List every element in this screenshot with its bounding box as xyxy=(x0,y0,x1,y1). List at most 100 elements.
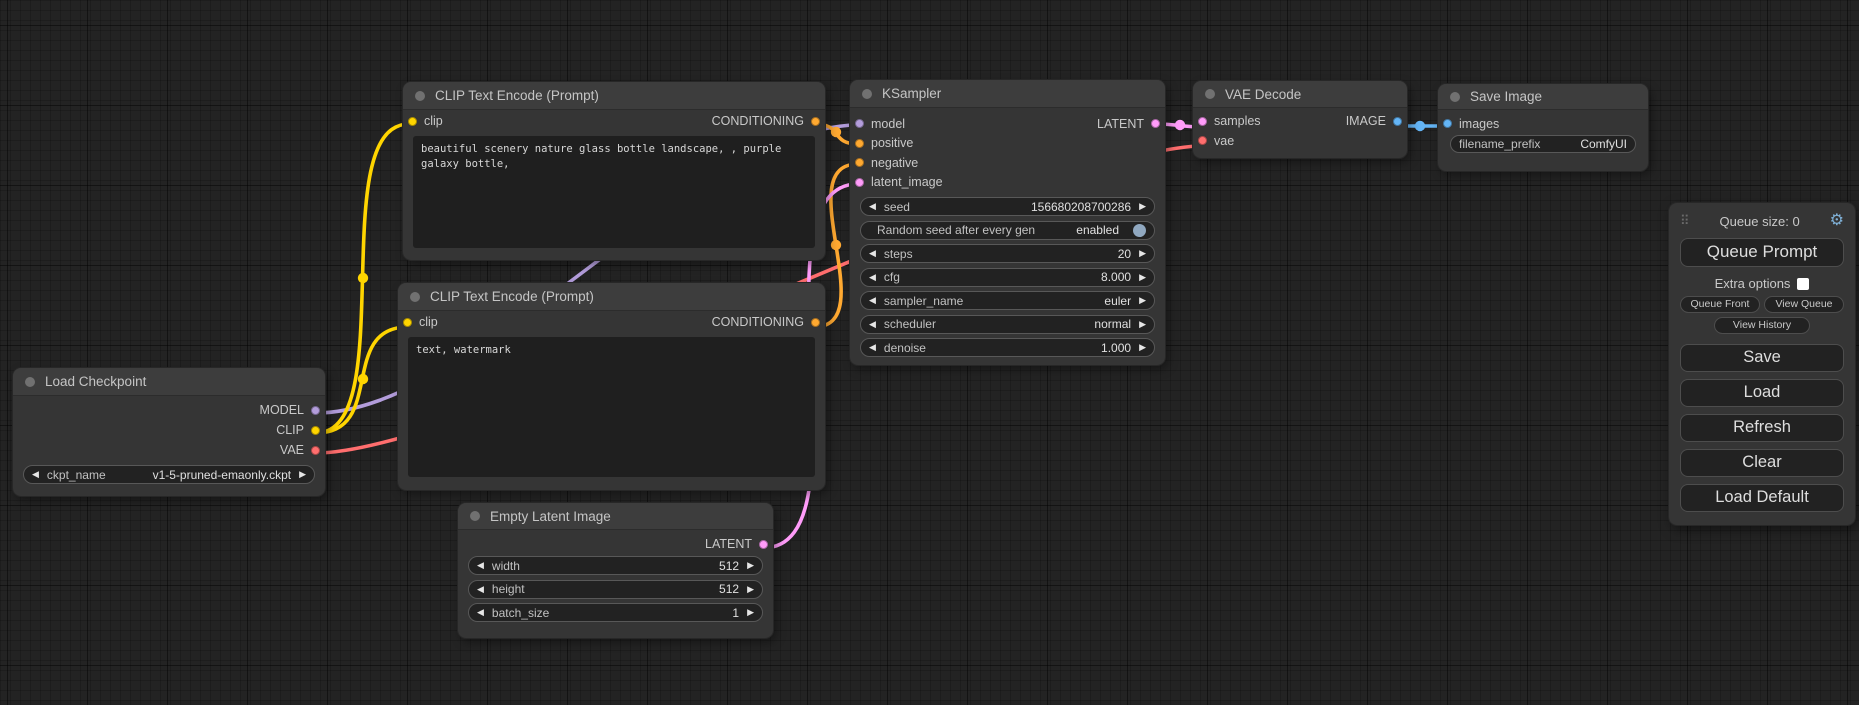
increment-arrow-icon[interactable]: ▶ xyxy=(1139,201,1146,211)
collapse-dot-icon[interactable] xyxy=(410,291,420,302)
latent-port-dot[interactable] xyxy=(759,539,768,549)
increment-arrow-icon[interactable]: ▶ xyxy=(1139,342,1146,352)
node-header[interactable]: CLIP Text Encode (Prompt) xyxy=(398,283,825,311)
collapse-dot-icon[interactable] xyxy=(25,376,35,387)
increment-arrow-icon[interactable]: ▶ xyxy=(747,607,754,617)
sampler-name-widget[interactable]: ◀ sampler_name euler ▶ xyxy=(860,291,1155,310)
port-positive-input[interactable]: positive xyxy=(855,136,913,150)
node-header[interactable]: Load Checkpoint xyxy=(13,368,325,396)
collapse-dot-icon[interactable] xyxy=(1450,91,1460,102)
drag-handle-icon[interactable]: ⠿ xyxy=(1680,213,1690,228)
port-vae-output[interactable]: VAE xyxy=(280,443,320,457)
model-port-dot[interactable] xyxy=(855,119,864,129)
collapse-dot-icon[interactable] xyxy=(415,90,425,101)
collapse-dot-icon[interactable] xyxy=(470,511,480,521)
clip-to-positive-link-midpoint-dot[interactable] xyxy=(357,272,369,284)
decrement-arrow-icon[interactable]: ◀ xyxy=(869,248,876,258)
vae-port-dot[interactable] xyxy=(311,445,320,455)
clip-to-negative-link-midpoint-dot[interactable] xyxy=(357,373,369,385)
increment-arrow-icon[interactable]: ▶ xyxy=(1139,248,1146,258)
increment-arrow-icon[interactable]: ▶ xyxy=(747,560,754,570)
port-latent-image-input[interactable]: latent_image xyxy=(855,175,943,189)
port-image-output[interactable]: IMAGE xyxy=(1346,114,1402,128)
increment-arrow-icon[interactable]: ▶ xyxy=(1139,318,1146,329)
increment-arrow-icon[interactable]: ▶ xyxy=(1139,271,1146,282)
node-ksampler[interactable]: KSampler model LATENT positive negative xyxy=(850,80,1165,365)
seed-widget[interactable]: ◀ seed 156680208700286 ▶ xyxy=(860,197,1155,216)
node-header[interactable]: KSampler xyxy=(850,80,1165,108)
conditioning-port-dot[interactable] xyxy=(855,138,864,148)
decrement-arrow-icon[interactable]: ◀ xyxy=(477,583,484,594)
clear-button[interactable]: Clear xyxy=(1680,449,1844,477)
collapse-dot-icon[interactable] xyxy=(862,88,872,99)
steps-widget[interactable]: ◀ steps 20 ▶ xyxy=(860,244,1155,263)
node-save-image[interactable]: Save Image images filename_prefix ComfyU… xyxy=(1438,84,1648,171)
increment-arrow-icon[interactable]: ▶ xyxy=(747,583,754,594)
increment-arrow-icon[interactable]: ▶ xyxy=(1139,295,1146,305)
decrement-arrow-icon[interactable]: ◀ xyxy=(869,271,876,282)
port-clip-input[interactable]: clip xyxy=(403,315,438,329)
load-default-button[interactable]: Load Default xyxy=(1680,484,1844,512)
port-clip-input[interactable]: clip xyxy=(408,114,443,128)
height-widget[interactable]: ◀ height 512 ▶ xyxy=(468,579,763,599)
batch-size-widget[interactable]: ◀ batch_size 1 ▶ xyxy=(468,603,763,622)
node-header[interactable]: CLIP Text Encode (Prompt) xyxy=(403,82,825,110)
decrement-arrow-icon[interactable]: ◀ xyxy=(869,318,876,329)
decrement-arrow-icon[interactable]: ◀ xyxy=(869,342,876,352)
toggle-circle-icon[interactable] xyxy=(1133,223,1146,237)
decrement-arrow-icon[interactable]: ◀ xyxy=(32,469,39,479)
node-clip-text-encode-positive[interactable]: CLIP Text Encode (Prompt) clip CONDITION… xyxy=(403,82,825,260)
queue-prompt-button[interactable]: Queue Prompt xyxy=(1680,238,1844,267)
decrement-arrow-icon[interactable]: ◀ xyxy=(477,560,484,570)
port-model-output[interactable]: MODEL xyxy=(260,403,320,417)
denoise-widget[interactable]: ◀ denoise 1.000 ▶ xyxy=(860,338,1155,357)
image-link-midpoint-dot[interactable] xyxy=(1414,120,1426,132)
node-clip-text-encode-negative[interactable]: CLIP Text Encode (Prompt) clip CONDITION… xyxy=(398,283,825,490)
width-widget[interactable]: ◀ width 512 ▶ xyxy=(468,556,763,575)
decrement-arrow-icon[interactable]: ◀ xyxy=(869,295,876,305)
node-empty-latent-image[interactable]: Empty Latent Image LATENT ◀ width 512 ▶ … xyxy=(458,503,773,638)
node-load-checkpoint[interactable]: Load Checkpoint MODEL CLIP VAE ◀ ckpt_na… xyxy=(13,368,325,496)
view-history-button[interactable]: View History xyxy=(1714,317,1810,334)
port-model-input[interactable]: model xyxy=(855,117,905,131)
node-header[interactable]: Save Image xyxy=(1438,84,1648,110)
decrement-arrow-icon[interactable]: ◀ xyxy=(477,607,484,617)
conditioning-port-dot[interactable] xyxy=(811,116,820,126)
node-header[interactable]: Empty Latent Image xyxy=(458,503,773,530)
clip-port-dot[interactable] xyxy=(408,116,417,126)
view-queue-button[interactable]: View Queue xyxy=(1764,296,1844,313)
positive-cond-link-midpoint-dot[interactable] xyxy=(830,126,842,138)
extra-options-checkbox[interactable] xyxy=(1797,277,1810,290)
random-seed-toggle-widget[interactable]: Random seed after every gen enabled xyxy=(860,220,1155,240)
node-header[interactable]: VAE Decode xyxy=(1193,81,1407,108)
port-samples-input[interactable]: samples xyxy=(1198,114,1261,128)
port-clip-output[interactable]: CLIP xyxy=(276,423,320,437)
filename-prefix-widget[interactable]: filename_prefix ComfyUI xyxy=(1450,135,1636,153)
latent-port-dot[interactable] xyxy=(855,177,864,187)
negative-cond-link-midpoint-dot[interactable] xyxy=(830,239,842,251)
negative-prompt-textarea[interactable]: text, watermark xyxy=(408,337,815,477)
vae-port-dot[interactable] xyxy=(1198,136,1207,145)
save-button[interactable]: Save xyxy=(1680,344,1844,372)
gear-icon[interactable]: ⚙ xyxy=(1829,212,1844,229)
conditioning-port-dot[interactable] xyxy=(811,317,820,327)
port-conditioning-output[interactable]: CONDITIONING xyxy=(712,114,820,128)
port-images-input[interactable]: images xyxy=(1443,117,1499,131)
decrement-arrow-icon[interactable]: ◀ xyxy=(869,201,876,211)
increment-arrow-icon[interactable]: ▶ xyxy=(299,469,306,479)
refresh-button[interactable]: Refresh xyxy=(1680,414,1844,442)
port-conditioning-output[interactable]: CONDITIONING xyxy=(712,315,820,329)
queue-front-button[interactable]: Queue Front xyxy=(1680,296,1760,313)
image-port-dot[interactable] xyxy=(1393,116,1402,126)
cfg-widget[interactable]: ◀ cfg 8.000 ▶ xyxy=(860,267,1155,287)
ckpt-name-widget[interactable]: ◀ ckpt_name v1-5-pruned-emaonly.ckpt ▶ xyxy=(23,465,315,484)
load-button[interactable]: Load xyxy=(1680,379,1844,407)
scheduler-widget[interactable]: ◀ scheduler normal ▶ xyxy=(860,314,1155,334)
queue-panel[interactable]: ⠿ Queue size: 0 ⚙ Queue Prompt Extra opt… xyxy=(1669,203,1855,525)
samples-link-midpoint-dot[interactable] xyxy=(1174,119,1186,131)
node-vae-decode[interactable]: VAE Decode samples IMAGE vae xyxy=(1193,81,1407,158)
conditioning-port-dot[interactable] xyxy=(855,158,864,168)
model-port-dot[interactable] xyxy=(311,405,320,415)
positive-prompt-textarea[interactable]: beautiful scenery nature glass bottle la… xyxy=(413,136,815,248)
